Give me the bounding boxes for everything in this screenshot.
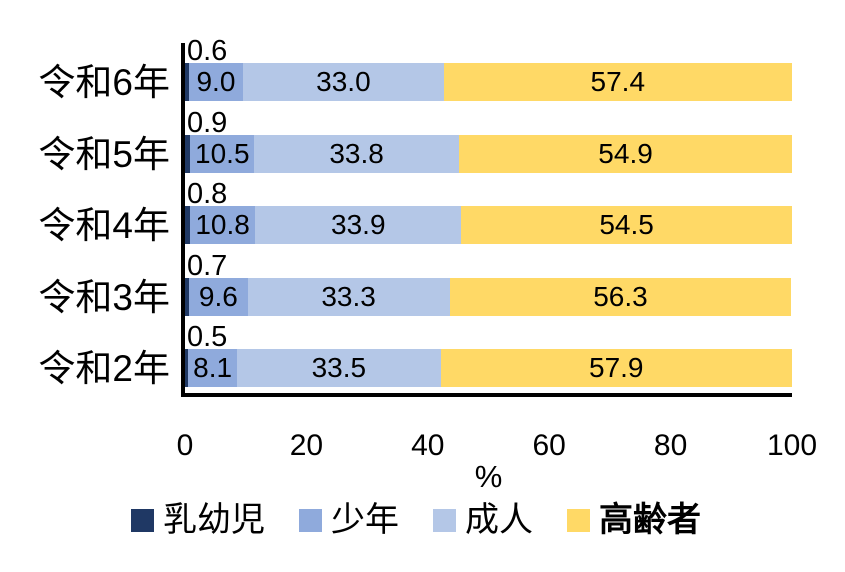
value-label-infants: 0.8 xyxy=(187,178,228,210)
legend-label-elderly: 高齢者 xyxy=(599,501,701,539)
value-label-adults: 33.9 xyxy=(331,209,386,240)
bar-segment-infants xyxy=(185,134,191,173)
bar-row: 10.8 33.9 54.5 xyxy=(185,206,792,244)
legend-label-infants: 乳幼児 xyxy=(163,501,265,539)
legend-label-adults: 成人 xyxy=(465,501,533,539)
bar-segment-adults: 33.9 xyxy=(255,206,462,244)
legend-item-adults: 成人 xyxy=(433,503,533,537)
value-label-juveniles: 10.5 xyxy=(195,137,250,169)
bar-row: 9.6 33.3 56.3 xyxy=(185,277,792,316)
bar-segment-infants xyxy=(185,206,190,244)
bar-segment-infants xyxy=(185,349,189,387)
value-label-juveniles: 9.6 xyxy=(198,280,238,312)
bar-segment-elderly: 57.9 xyxy=(440,349,792,387)
bar-segment-juveniles: 9.6 xyxy=(189,277,248,316)
category-label: 令和4年 xyxy=(38,205,170,246)
bar-segment-elderly: 54.9 xyxy=(459,134,793,173)
value-label-juveniles: 9.0 xyxy=(196,66,236,97)
category-label: 令和6年 xyxy=(38,62,170,103)
legend-item-elderly: 高齢者 xyxy=(567,503,701,537)
legend-item-juveniles: 少年 xyxy=(299,503,399,537)
x-axis-unit-label: % xyxy=(474,459,503,494)
legend-item-infants: 乳幼児 xyxy=(131,503,265,537)
value-label-infants: 0.9 xyxy=(187,106,228,139)
bar-segment-juveniles: 9.0 xyxy=(188,63,244,101)
bar-row: 10.5 33.8 54.9 xyxy=(185,134,793,173)
value-label-juveniles: 10.8 xyxy=(195,209,250,240)
category-label: 令和5年 xyxy=(38,133,170,175)
bar-row: 8.1 33.5 57.9 xyxy=(185,349,792,387)
bar-segment-juveniles: 8.1 xyxy=(188,349,238,387)
legend-label-juveniles: 少年 xyxy=(331,501,399,539)
bar-segment-juveniles: 10.5 xyxy=(190,134,255,173)
bar-segment-juveniles: 10.8 xyxy=(189,206,256,244)
value-label-adults: 33.3 xyxy=(321,280,376,312)
value-label-elderly: 54.5 xyxy=(599,209,654,240)
value-label-adults: 33.5 xyxy=(311,352,367,383)
bar-segment-infants xyxy=(185,63,189,101)
y-axis-line xyxy=(181,43,185,397)
value-label-elderly: 54.9 xyxy=(598,137,653,169)
value-label-juveniles: 8.1 xyxy=(193,352,233,383)
bar-segment-adults: 33.0 xyxy=(243,63,444,101)
bar-segment-adults: 33.5 xyxy=(237,349,441,387)
bar-segment-adults: 33.8 xyxy=(254,134,460,173)
bar-segment-elderly: 54.5 xyxy=(461,206,792,244)
x-tick-label: 100 xyxy=(766,429,818,462)
value-label-adults: 33.0 xyxy=(316,66,371,97)
value-label-elderly: 56.3 xyxy=(593,280,648,312)
legend-swatch-elderly xyxy=(567,508,590,532)
category-label: 令和2年 xyxy=(38,348,170,389)
legend: 乳幼児 少年 成人 高齢者 xyxy=(131,503,701,537)
value-label-infants: 0.7 xyxy=(187,249,228,282)
x-tick-label: 80 xyxy=(653,429,688,462)
x-tick-label: 20 xyxy=(289,429,324,462)
legend-swatch-juveniles xyxy=(299,508,322,532)
x-tick-label: 40 xyxy=(411,429,445,462)
value-label-elderly: 57.4 xyxy=(590,66,646,97)
category-label: 令和3年 xyxy=(38,276,170,318)
x-axis-line xyxy=(181,393,792,397)
legend-swatch-infants xyxy=(131,508,154,532)
bar-segment-elderly: 56.3 xyxy=(449,277,792,316)
bar-segment-elderly: 57.4 xyxy=(443,63,792,101)
x-tick-label: 0 xyxy=(176,429,194,462)
x-tick-label: 60 xyxy=(532,429,566,462)
bar-row: 9.0 33.0 57.4 xyxy=(185,63,792,101)
legend-swatch-adults xyxy=(433,508,456,532)
value-label-infants: 0.6 xyxy=(187,35,228,67)
bar-segment-infants xyxy=(185,277,190,316)
value-label-elderly: 57.9 xyxy=(589,352,644,383)
value-label-infants: 0.5 xyxy=(187,321,228,353)
bar-segment-adults: 33.3 xyxy=(247,277,450,316)
value-label-adults: 33.8 xyxy=(329,137,384,169)
